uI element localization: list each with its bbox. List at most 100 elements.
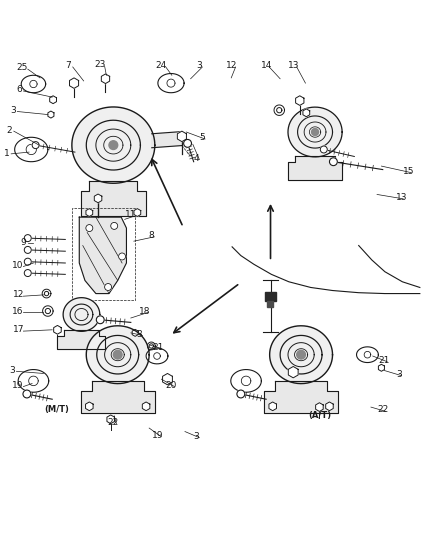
Circle shape [24, 270, 31, 277]
Polygon shape [57, 330, 106, 349]
Text: (M/T): (M/T) [44, 405, 69, 414]
Polygon shape [85, 402, 93, 411]
Text: 3: 3 [9, 366, 15, 375]
Text: 17: 17 [13, 325, 25, 334]
Polygon shape [48, 111, 54, 118]
Bar [72, 208, 135, 300]
Text: 7: 7 [66, 61, 71, 70]
Polygon shape [49, 96, 57, 103]
Circle shape [111, 222, 118, 229]
Text: 23: 23 [95, 60, 106, 69]
Polygon shape [288, 367, 298, 378]
Polygon shape [270, 326, 332, 384]
Text: 12: 12 [12, 290, 24, 300]
Polygon shape [162, 374, 173, 385]
Polygon shape [142, 402, 150, 411]
Text: 4: 4 [194, 154, 199, 163]
Polygon shape [296, 96, 304, 106]
Text: 15: 15 [403, 167, 415, 176]
Text: 13: 13 [396, 193, 407, 202]
Polygon shape [132, 329, 138, 336]
Circle shape [105, 284, 112, 290]
Circle shape [237, 390, 245, 398]
Text: 13: 13 [288, 61, 300, 70]
Circle shape [24, 235, 31, 241]
Circle shape [86, 224, 93, 231]
Polygon shape [101, 74, 110, 84]
Text: 12: 12 [226, 61, 238, 70]
Text: 21: 21 [152, 343, 163, 352]
Polygon shape [288, 156, 342, 180]
Text: 20: 20 [165, 381, 177, 390]
Text: 3: 3 [396, 370, 402, 379]
Text: 11: 11 [125, 211, 137, 220]
Polygon shape [18, 369, 49, 392]
Text: (A/T): (A/T) [308, 411, 331, 421]
Polygon shape [152, 132, 182, 148]
Polygon shape [357, 347, 378, 362]
Text: 2: 2 [7, 126, 12, 135]
Circle shape [24, 246, 31, 253]
Polygon shape [264, 382, 338, 413]
Polygon shape [146, 348, 168, 364]
Text: 1: 1 [4, 149, 10, 158]
Polygon shape [21, 75, 46, 93]
Text: 25: 25 [16, 63, 27, 72]
Text: 19: 19 [152, 431, 164, 440]
Text: 9: 9 [21, 238, 26, 247]
Polygon shape [269, 402, 276, 411]
Polygon shape [231, 369, 261, 392]
Polygon shape [81, 181, 146, 216]
Text: 22: 22 [377, 405, 389, 414]
Polygon shape [94, 194, 102, 203]
Circle shape [297, 350, 305, 359]
Polygon shape [378, 364, 385, 372]
Text: 3: 3 [137, 330, 142, 338]
Text: 19: 19 [12, 381, 24, 390]
Polygon shape [288, 107, 342, 157]
Circle shape [23, 390, 31, 398]
Text: 10: 10 [12, 261, 24, 270]
Polygon shape [274, 105, 285, 116]
Text: 3: 3 [194, 432, 199, 441]
Bar [265, 292, 276, 302]
Polygon shape [86, 326, 149, 384]
Text: 3: 3 [197, 61, 202, 70]
Polygon shape [148, 342, 155, 350]
Polygon shape [107, 415, 114, 424]
Polygon shape [316, 403, 323, 411]
Text: 14: 14 [261, 61, 272, 70]
Polygon shape [54, 326, 61, 334]
Circle shape [109, 141, 118, 149]
Circle shape [119, 253, 126, 260]
Text: 8: 8 [148, 231, 154, 240]
Circle shape [311, 128, 318, 135]
Circle shape [320, 146, 327, 153]
Circle shape [96, 316, 104, 324]
Polygon shape [63, 297, 100, 332]
Polygon shape [86, 208, 93, 216]
Polygon shape [79, 217, 127, 294]
Polygon shape [326, 402, 333, 411]
Polygon shape [134, 208, 141, 216]
Bar [267, 301, 273, 306]
Text: 6: 6 [16, 85, 22, 94]
Circle shape [184, 140, 191, 147]
Polygon shape [303, 109, 310, 117]
Circle shape [32, 142, 39, 149]
Polygon shape [81, 382, 155, 413]
Polygon shape [158, 74, 184, 93]
Text: 5: 5 [200, 133, 205, 142]
Polygon shape [177, 131, 187, 142]
Polygon shape [14, 138, 48, 161]
Text: 22: 22 [108, 418, 119, 427]
Circle shape [113, 350, 122, 359]
Polygon shape [70, 78, 78, 88]
Text: 21: 21 [378, 356, 390, 365]
Text: 24: 24 [156, 61, 167, 70]
Text: 3: 3 [10, 106, 16, 115]
Text: 16: 16 [12, 306, 24, 316]
Circle shape [24, 258, 31, 265]
Polygon shape [42, 306, 53, 316]
Polygon shape [42, 289, 51, 298]
